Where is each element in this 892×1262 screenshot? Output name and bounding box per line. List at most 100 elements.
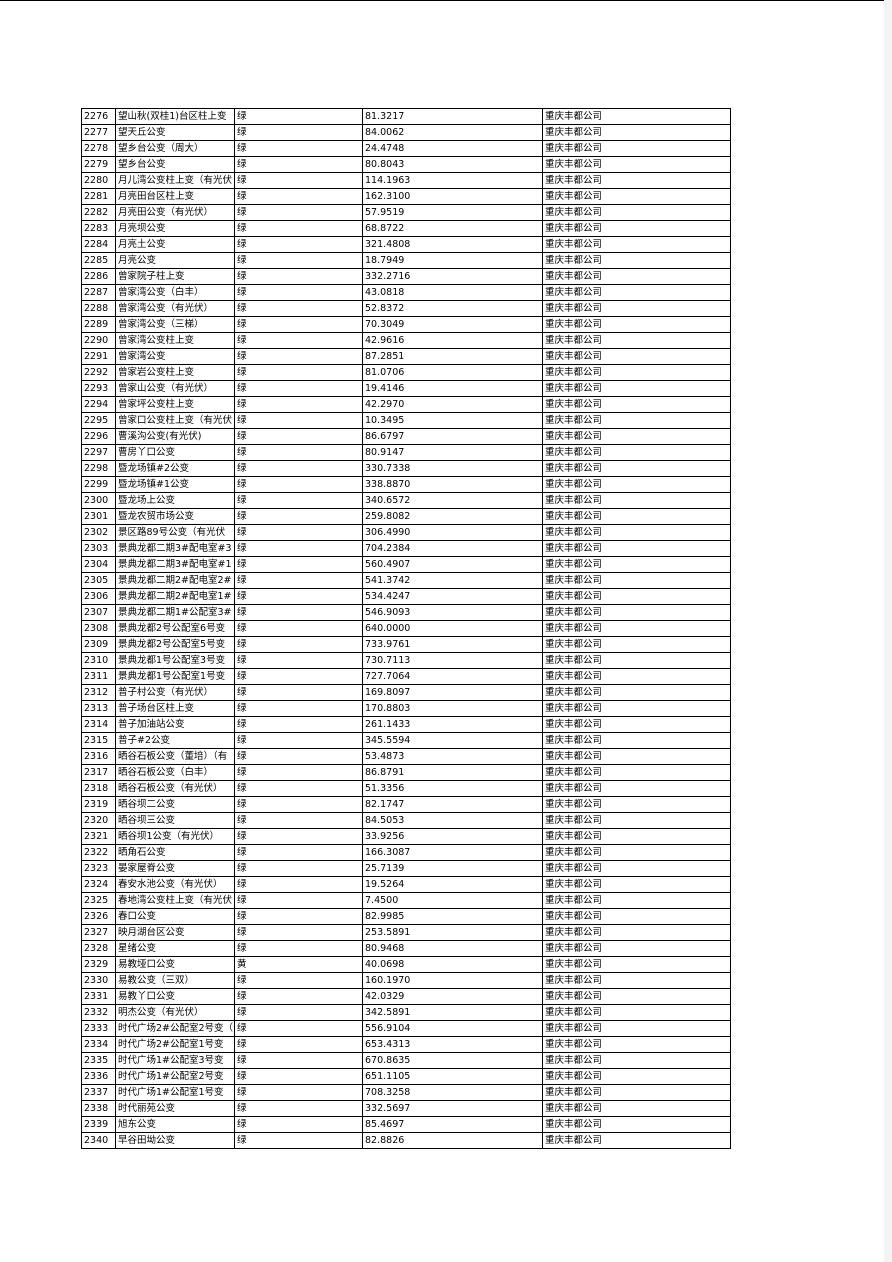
company: 重庆丰都公司 xyxy=(542,812,731,829)
status: 绿 xyxy=(234,364,363,381)
station-name: 月亮坝公变 xyxy=(115,220,235,237)
table-row: 2322 晒角石公变绿 166.3087 重庆丰都公司 xyxy=(81,844,731,861)
table-row: 2298 暨龙场镇#2公变绿 330.7338 重庆丰都公司 xyxy=(81,460,731,477)
station-name: 望山秋(双桂1)台区柱上变 xyxy=(115,108,235,125)
table-row: 2314 普子加油站公变绿 261.1433 重庆丰都公司 xyxy=(81,716,731,733)
value: 704.2384 xyxy=(362,540,543,557)
company: 重庆丰都公司 xyxy=(542,540,731,557)
value: 170.8803 xyxy=(362,700,543,717)
company: 重庆丰都公司 xyxy=(542,188,731,205)
row-id: 2334 xyxy=(81,1036,116,1053)
status: 绿 xyxy=(234,620,363,637)
value: 25.7139 xyxy=(362,860,543,877)
row-id: 2299 xyxy=(81,476,116,493)
table-row: 2283 月亮坝公变绿 68.8722 重庆丰都公司 xyxy=(81,220,731,237)
company: 重庆丰都公司 xyxy=(542,828,731,845)
row-id: 2322 xyxy=(81,844,116,861)
status: 绿 xyxy=(234,428,363,445)
status: 绿 xyxy=(234,444,363,461)
table-row: 2319 晒谷坝二公变绿 82.1747 重庆丰都公司 xyxy=(81,796,731,813)
value: 80.9468 xyxy=(362,940,543,957)
status: 绿 xyxy=(234,284,363,301)
table-row: 2340 早谷田坳公变绿 82.8826 重庆丰都公司 xyxy=(81,1132,731,1149)
table-row: 2327 映月湖台区公变绿 253.5891 重庆丰都公司 xyxy=(81,924,731,941)
station-name: 景典龙都二期2#配电室2# xyxy=(115,572,235,589)
table-row: 2282 月亮田公变（有光伏）绿 57.9519 重庆丰都公司 xyxy=(81,204,731,221)
status: 绿 xyxy=(234,1100,363,1117)
table-row: 2301 暨龙农贸市场公变绿 259.8082 重庆丰都公司 xyxy=(81,508,731,525)
company: 重庆丰都公司 xyxy=(542,156,731,173)
table-row: 2303 景典龙都二期3#配电室#3 绿 704.2384 重庆丰都公司 xyxy=(81,540,731,557)
table-row: 2277 望天丘公变绿 84.0062 重庆丰都公司 xyxy=(81,124,731,141)
data-table: 2276 望山秋(双桂1)台区柱上变绿 81.3217 重庆丰都公司 2277 望天丘公变… xyxy=(81,108,731,1149)
company: 重庆丰都公司 xyxy=(542,204,731,221)
station-name: 月亮土公变 xyxy=(115,236,235,253)
row-id: 2280 xyxy=(81,172,116,189)
station-name: 月亮公变 xyxy=(115,252,235,269)
value: 40.0698 xyxy=(362,956,543,973)
station-name: 晒角石公变 xyxy=(115,844,235,861)
company: 重庆丰都公司 xyxy=(542,668,731,685)
company: 重庆丰都公司 xyxy=(542,140,731,157)
table-row: 2320 晒谷坝三公变绿 84.5053 重庆丰都公司 xyxy=(81,812,731,829)
status: 绿 xyxy=(234,892,363,909)
table-row: 2292 曾家岩公变柱上变绿 81.0706 重庆丰都公司 xyxy=(81,364,731,381)
row-id: 2291 xyxy=(81,348,116,365)
table-row: 2287 曾家湾公变（白丰）绿 43.0818 重庆丰都公司 xyxy=(81,284,731,301)
value: 81.3217 xyxy=(362,108,543,125)
value: 332.5697 xyxy=(362,1100,543,1117)
value: 57.9519 xyxy=(362,204,543,221)
station-name: 时代广场2#公配室1号变 xyxy=(115,1036,235,1053)
value: 534.4247 xyxy=(362,588,543,605)
row-id: 2336 xyxy=(81,1068,116,1085)
status: 绿 xyxy=(234,268,363,285)
table-row: 2276 望山秋(双桂1)台区柱上变绿 81.3217 重庆丰都公司 xyxy=(81,108,731,125)
company: 重庆丰都公司 xyxy=(542,716,731,733)
status: 绿 xyxy=(234,108,363,125)
value: 730.7113 xyxy=(362,652,543,669)
row-id: 2303 xyxy=(81,540,116,557)
station-name: 景典龙都二期2#配电室1# xyxy=(115,588,235,605)
station-name: 星绪公变 xyxy=(115,940,235,957)
row-id: 2310 xyxy=(81,652,116,669)
row-id: 2292 xyxy=(81,364,116,381)
station-name: 景典龙都1号公配室3号变 xyxy=(115,652,235,669)
value: 82.8826 xyxy=(362,1132,543,1149)
status: 绿 xyxy=(234,396,363,413)
company: 重庆丰都公司 xyxy=(542,700,731,717)
row-id: 2337 xyxy=(81,1084,116,1101)
company: 重庆丰都公司 xyxy=(542,1100,731,1117)
row-id: 2293 xyxy=(81,380,116,397)
table-row: 2326 春口公变绿 82.9985 重庆丰都公司 xyxy=(81,908,731,925)
table-row: 2297 曹房丫口公变绿 80.9147 重庆丰都公司 xyxy=(81,444,731,461)
company: 重庆丰都公司 xyxy=(542,220,731,237)
company: 重庆丰都公司 xyxy=(542,1052,731,1069)
value: 86.8791 xyxy=(362,764,543,781)
company: 重庆丰都公司 xyxy=(542,796,731,813)
table-row: 2299 暨龙场镇#1公变绿 338.8870 重庆丰都公司 xyxy=(81,476,731,493)
station-name: 春安水池公变（有光伏） xyxy=(115,876,235,893)
station-name: 曾家口公变柱上变（有光伏 xyxy=(115,412,235,429)
status: 绿 xyxy=(234,988,363,1005)
station-name: 曹溪沟公变(有光伏) xyxy=(115,428,235,445)
row-id: 2335 xyxy=(81,1052,116,1069)
station-name: 晒谷坝二公变 xyxy=(115,796,235,813)
value: 82.9985 xyxy=(362,908,543,925)
row-id: 2330 xyxy=(81,972,116,989)
value: 7.4500 xyxy=(362,892,543,909)
value: 19.4146 xyxy=(362,380,543,397)
value: 640.0000 xyxy=(362,620,543,637)
status: 绿 xyxy=(234,972,363,989)
status: 绿 xyxy=(234,1084,363,1101)
table-row: 2309 景典龙都2号公配室5号变绿 733.9761 重庆丰都公司 xyxy=(81,636,731,653)
value: 80.9147 xyxy=(362,444,543,461)
value: 10.3495 xyxy=(362,412,543,429)
status: 绿 xyxy=(234,764,363,781)
station-name: 时代广场1#公配室1号变 xyxy=(115,1084,235,1101)
station-name: 普子#2公变 xyxy=(115,732,235,749)
status: 绿 xyxy=(234,924,363,941)
row-id: 2294 xyxy=(81,396,116,413)
table-row: 2316 晒谷石板公变（董培）（有绿 53.4873 重庆丰都公司 xyxy=(81,748,731,765)
table-row: 2285 月亮公变绿 18.7949 重庆丰都公司 xyxy=(81,252,731,269)
